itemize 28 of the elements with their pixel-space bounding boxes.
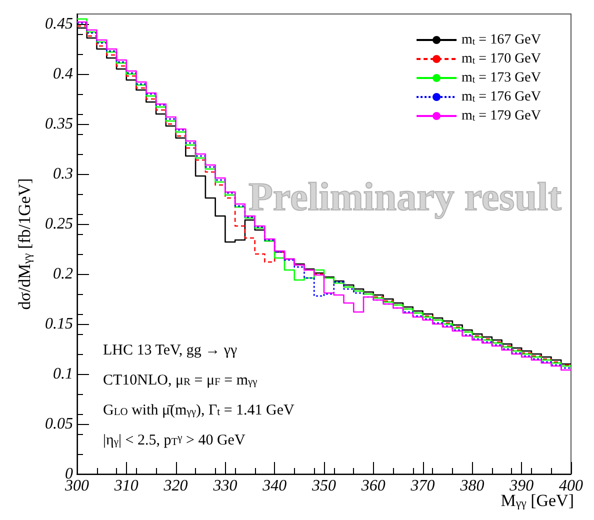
y-tick-label: 0.1 xyxy=(53,366,73,382)
x-tick-label: 350 xyxy=(311,478,336,494)
x-tick-label: 310 xyxy=(113,478,138,494)
y-tick-label: 0.15 xyxy=(45,316,73,332)
x-tick-label: 380 xyxy=(459,478,484,494)
legend-label: mt = 170 GeV xyxy=(462,52,542,66)
y-tick-label: 0.2 xyxy=(53,266,73,282)
annotation: GLO with μ̄(mγγ), Γt = 1.41 GeV xyxy=(103,402,295,418)
annotation: LHC 13 TeV, gg → γγ xyxy=(103,342,238,358)
legend-label: mt = 167 GeV xyxy=(462,32,542,48)
y-tick-label: 0.3 xyxy=(53,166,73,182)
x-tick-label: 330 xyxy=(212,478,238,494)
legend-label: mt = 179 GeV xyxy=(462,108,542,124)
legend-label: mt = 173 GeV xyxy=(462,70,542,86)
y-tick-label: 0.35 xyxy=(45,116,73,132)
x-tick-label: 320 xyxy=(162,478,188,494)
y-tick-label: 0.05 xyxy=(45,416,73,432)
y-tick-label: 0.45 xyxy=(45,16,73,32)
legend-label: mt = 176 GeV xyxy=(462,90,542,104)
y-axis-title: dσ/dMγγ [fb/1GeV] xyxy=(15,178,34,310)
y-tick-label: 0.4 xyxy=(53,66,73,82)
x-tick-label: 340 xyxy=(262,478,287,494)
annotation: Preliminary result xyxy=(248,174,562,219)
x-tick-label: 360 xyxy=(360,478,386,494)
annotation: |ηγ| < 2.5, pTγ > 40 GeV xyxy=(103,432,246,448)
annotation: CT10NLO, μR = μF = mγγ xyxy=(103,372,258,388)
x-tick-label: 370 xyxy=(410,478,435,494)
y-tick-label: 0.25 xyxy=(45,216,73,232)
